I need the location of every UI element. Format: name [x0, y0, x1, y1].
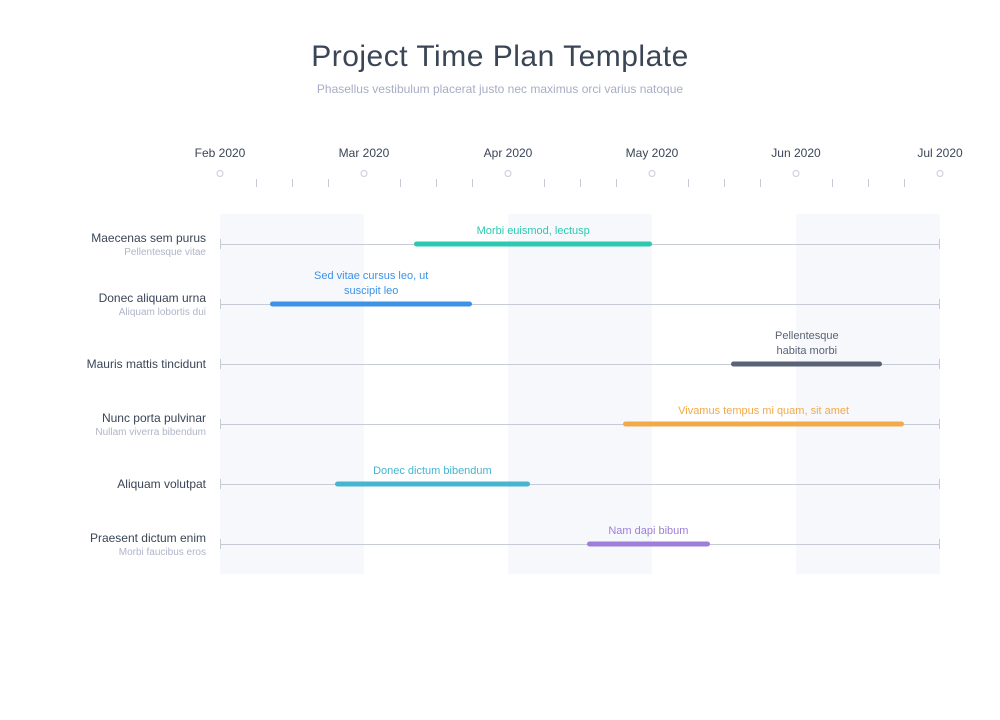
row-label: Praesent dictum enim Morbi faucibus eros [60, 514, 220, 574]
minor-tick [868, 179, 869, 187]
row-label-secondary: Aliquam lobortis dui [119, 307, 206, 318]
month-label: Apr 2020 [484, 146, 533, 160]
minor-tick [580, 179, 581, 187]
row-label: Nunc porta pulvinar Nullam viverra bibend… [60, 394, 220, 454]
gantt-row: Vivamus tempus mi quam, sit amet [220, 394, 940, 454]
month-label: Feb 2020 [195, 146, 246, 160]
gantt-row: Sed vitae cursus leo, utsuscipit leo [220, 274, 940, 334]
chart-body: Morbi euismod, lectusp Sed vitae cursus l… [220, 214, 940, 574]
gantt-row: Morbi euismod, lectusp [220, 214, 940, 274]
row-label-primary: Maecenas sem purus [91, 231, 206, 245]
month-label: Mar 2020 [339, 146, 390, 160]
minor-tick [256, 179, 257, 187]
gantt-bar-label: Sed vitae cursus leo, utsuscipit leo [314, 269, 428, 298]
major-tick-circle [649, 170, 656, 177]
row-label-secondary: Nullam viverra bibendum [95, 427, 206, 438]
minor-tick [472, 179, 473, 187]
gantt-row: Nam dapi bibum [220, 514, 940, 574]
gantt-bar-label: Donec dictum bibendum [373, 464, 492, 478]
row-label: Donec aliquam urna Aliquam lobortis dui [60, 274, 220, 334]
row-label: Aliquam volutpat [60, 454, 220, 514]
row-label: Mauris mattis tincidunt [60, 334, 220, 394]
gantt-bar [623, 422, 904, 427]
month-label: May 2020 [626, 146, 679, 160]
minor-tick [760, 179, 761, 187]
row-labels-column: Maecenas sem purus Pellentesque vitae Done… [60, 214, 220, 574]
minor-tick [328, 179, 329, 187]
gantt-bar-label: Vivamus tempus mi quam, sit amet [678, 404, 849, 418]
row-label-primary: Aliquam volutpat [117, 477, 206, 491]
gantt-row: Pellentesquehabita morbi [220, 334, 940, 394]
gantt-bar-label: Nam dapi bibum [608, 524, 688, 538]
chart-subtitle: Phasellus vestibulum placerat justo nec … [60, 82, 940, 96]
row-label-primary: Nunc porta pulvinar [102, 411, 206, 425]
row-label-secondary: Morbi faucibus eros [119, 547, 206, 558]
minor-tick [904, 179, 905, 187]
minor-tick [616, 179, 617, 187]
timeline-axis: Feb 2020Mar 2020Apr 2020May 2020Jun 2020… [220, 146, 940, 194]
gantt-bar-label: Pellentesquehabita morbi [775, 329, 839, 358]
gantt-row: Donec dictum bibendum [220, 454, 940, 514]
chart-title: Project Time Plan Template [60, 40, 940, 74]
gantt-bar [587, 542, 709, 547]
row-label-secondary: Pellentesque vitae [124, 247, 206, 258]
minor-tick [724, 179, 725, 187]
minor-tick [400, 179, 401, 187]
row-label-primary: Mauris mattis tincidunt [87, 357, 206, 371]
gantt-bar-label: Morbi euismod, lectusp [477, 224, 590, 238]
minor-tick [436, 179, 437, 187]
gantt-bar [335, 482, 529, 487]
row-baseline [220, 544, 940, 545]
gantt-chart: Maecenas sem purus Pellentesque vitae Done… [60, 146, 940, 574]
minor-tick [544, 179, 545, 187]
chart-area: Feb 2020Mar 2020Apr 2020May 2020Jun 2020… [220, 146, 940, 574]
month-label: Jun 2020 [771, 146, 820, 160]
row-label-primary: Donec aliquam urna [99, 291, 206, 305]
month-label: Jul 2020 [917, 146, 962, 160]
gantt-bar [414, 242, 652, 247]
row-label-primary: Praesent dictum enim [90, 531, 206, 545]
gantt-bar [270, 302, 472, 307]
row-label: Maecenas sem purus Pellentesque vitae [60, 214, 220, 274]
major-tick-circle [361, 170, 368, 177]
major-tick-circle [937, 170, 944, 177]
minor-tick [688, 179, 689, 187]
major-tick-circle [793, 170, 800, 177]
row-baseline [220, 484, 940, 485]
minor-tick [292, 179, 293, 187]
minor-tick [832, 179, 833, 187]
major-tick-circle [217, 170, 224, 177]
gantt-bar [731, 362, 882, 367]
major-tick-circle [505, 170, 512, 177]
